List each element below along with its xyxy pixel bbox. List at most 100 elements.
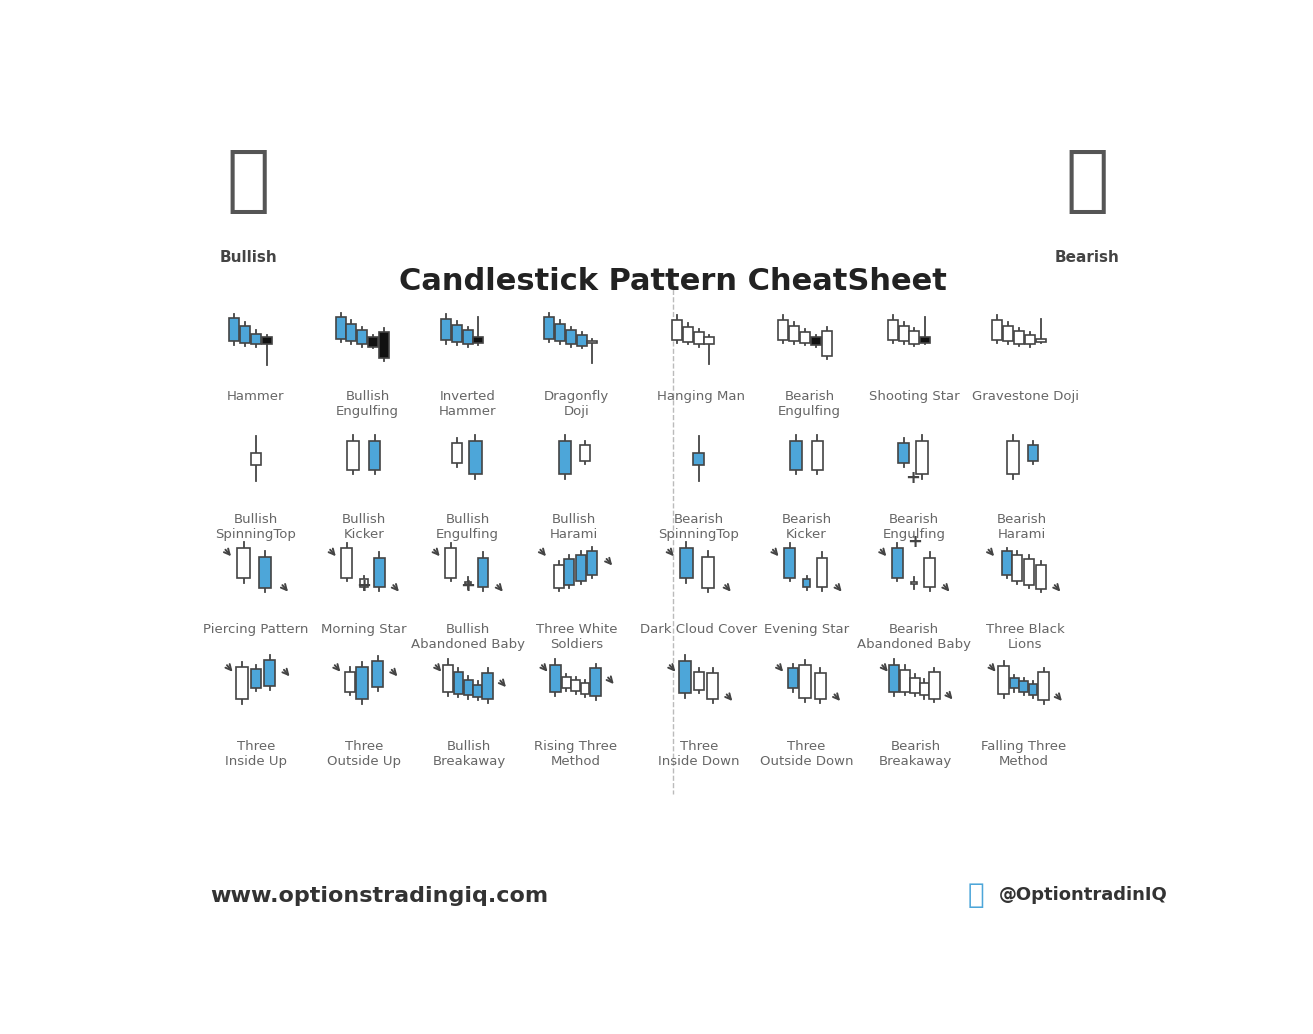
Text: Rising Three
Method: Rising Three Method bbox=[534, 740, 617, 768]
Bar bbox=[815, 673, 826, 699]
Text: +: + bbox=[907, 534, 922, 551]
Bar bbox=[817, 557, 827, 587]
Bar bbox=[238, 548, 249, 578]
Bar bbox=[1024, 559, 1035, 585]
Bar bbox=[800, 332, 810, 342]
Bar bbox=[474, 685, 482, 697]
Bar bbox=[888, 320, 898, 340]
Text: Bullish: Bullish bbox=[219, 249, 277, 265]
Bar bbox=[360, 579, 368, 587]
Bar bbox=[993, 320, 1002, 340]
Text: Bearish
Abandoned Baby: Bearish Abandoned Baby bbox=[857, 624, 972, 651]
Bar bbox=[892, 548, 903, 578]
Text: Three
Outside Down: Three Outside Down bbox=[760, 740, 853, 768]
Bar bbox=[1014, 331, 1024, 343]
Bar bbox=[789, 326, 800, 341]
Bar bbox=[898, 443, 909, 463]
Bar bbox=[998, 666, 1008, 694]
Bar bbox=[587, 551, 597, 575]
Bar bbox=[790, 440, 801, 469]
Bar bbox=[565, 559, 574, 585]
Bar bbox=[928, 672, 940, 699]
Text: 🐻: 🐻 bbox=[1066, 147, 1109, 216]
Text: Three
Inside Down: Three Inside Down bbox=[658, 740, 739, 768]
Text: +: + bbox=[905, 469, 920, 487]
Bar bbox=[779, 320, 788, 340]
Bar bbox=[374, 557, 385, 587]
Bar bbox=[452, 325, 462, 342]
Bar bbox=[693, 332, 704, 344]
Bar bbox=[889, 665, 899, 693]
Bar bbox=[482, 673, 494, 699]
Bar bbox=[347, 440, 358, 469]
Bar bbox=[811, 440, 823, 469]
Bar bbox=[469, 440, 482, 475]
Bar bbox=[920, 337, 930, 342]
Text: Piercing Pattern: Piercing Pattern bbox=[204, 624, 309, 636]
Bar bbox=[580, 683, 590, 694]
Bar bbox=[822, 331, 831, 356]
Bar bbox=[1007, 440, 1019, 475]
Bar bbox=[788, 668, 798, 689]
Bar bbox=[251, 453, 261, 465]
Bar bbox=[910, 677, 919, 693]
Text: Inverted
Hammer: Inverted Hammer bbox=[439, 390, 496, 418]
Bar bbox=[236, 667, 248, 699]
Bar bbox=[345, 671, 355, 692]
Bar bbox=[259, 557, 272, 587]
Bar bbox=[240, 326, 251, 342]
Bar bbox=[336, 317, 345, 339]
Bar bbox=[683, 327, 693, 342]
Text: Bearish
Harami: Bearish Harami bbox=[997, 513, 1048, 541]
Text: 🐦: 🐦 bbox=[968, 881, 985, 909]
Bar bbox=[452, 443, 462, 463]
Text: Bullish
Abandoned Baby: Bullish Abandoned Baby bbox=[411, 624, 525, 651]
Bar bbox=[230, 318, 239, 341]
Bar bbox=[462, 331, 473, 344]
Text: Bullish
Engulfing: Bullish Engulfing bbox=[436, 513, 499, 541]
Bar bbox=[580, 446, 590, 460]
Text: @OptiontradinIQ: @OptiontradinIQ bbox=[999, 886, 1167, 905]
Bar bbox=[562, 677, 571, 688]
Bar bbox=[1010, 677, 1019, 689]
Text: Candlestick Pattern CheatSheet: Candlestick Pattern CheatSheet bbox=[399, 267, 947, 296]
Bar bbox=[347, 325, 356, 341]
Text: Bearish: Bearish bbox=[1056, 249, 1120, 265]
Text: Three Black
Lions: Three Black Lions bbox=[986, 624, 1065, 651]
Bar bbox=[1025, 335, 1035, 344]
Bar bbox=[474, 337, 483, 342]
Bar bbox=[680, 548, 692, 578]
Bar bbox=[465, 582, 471, 584]
Text: Bullish
Engulfing: Bullish Engulfing bbox=[336, 390, 399, 418]
Text: Bullish
SpinningTop: Bullish SpinningTop bbox=[215, 513, 297, 541]
Bar bbox=[545, 317, 554, 339]
Bar bbox=[442, 665, 453, 693]
Text: Hanging Man: Hanging Man bbox=[656, 390, 744, 402]
Text: Bearish
Kicker: Bearish Kicker bbox=[781, 513, 831, 541]
Bar bbox=[368, 337, 378, 346]
Bar bbox=[1003, 326, 1014, 341]
Bar bbox=[901, 670, 910, 692]
Bar bbox=[802, 579, 810, 587]
Bar bbox=[550, 665, 561, 693]
Bar bbox=[478, 557, 488, 587]
Bar bbox=[590, 668, 601, 696]
Bar bbox=[1036, 339, 1045, 341]
Text: www.optionstradingiq.com: www.optionstradingiq.com bbox=[210, 886, 548, 907]
Bar bbox=[701, 557, 714, 587]
Bar bbox=[251, 669, 261, 688]
Bar bbox=[251, 334, 261, 344]
Bar bbox=[454, 672, 463, 694]
Text: Bearish
Engulfing: Bearish Engulfing bbox=[779, 390, 842, 418]
Text: Dark Cloud Cover: Dark Cloud Cover bbox=[641, 624, 758, 636]
Bar bbox=[784, 548, 794, 578]
Text: Bearish
SpinningTop: Bearish SpinningTop bbox=[658, 513, 739, 541]
Bar bbox=[1019, 680, 1028, 692]
Bar bbox=[264, 660, 276, 687]
Bar bbox=[555, 325, 565, 341]
Bar bbox=[810, 337, 821, 345]
Text: Evening Star: Evening Star bbox=[764, 624, 850, 636]
Bar bbox=[911, 582, 918, 584]
Bar bbox=[1002, 551, 1012, 575]
Bar bbox=[566, 331, 576, 344]
